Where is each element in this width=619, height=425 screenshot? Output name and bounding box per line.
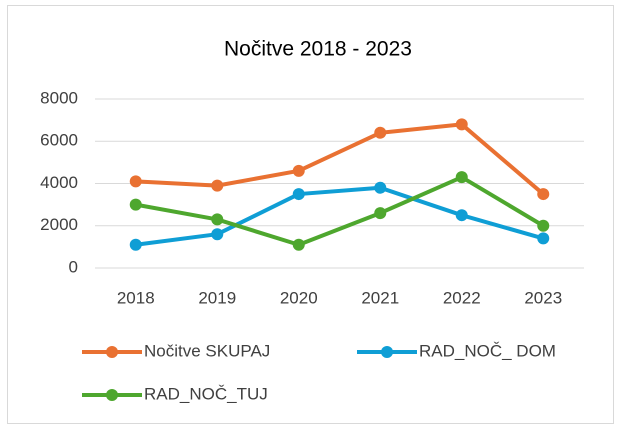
data-point	[537, 232, 550, 245]
x-tick-label: 2021	[361, 288, 399, 307]
data-point	[292, 164, 305, 177]
legend-marker	[106, 346, 118, 358]
legend-label: RAD_NOČ_TUJ	[144, 384, 268, 403]
y-tick-label: 4000	[40, 173, 78, 192]
data-point	[129, 175, 142, 188]
chart-title: Nočitve 2018 - 2023	[224, 38, 412, 61]
data-point	[211, 228, 224, 241]
data-point	[537, 219, 550, 232]
data-point	[211, 213, 224, 226]
data-point	[374, 126, 387, 139]
series-line	[135, 122, 545, 196]
y-tick-label: 6000	[40, 131, 78, 150]
series-line	[135, 175, 545, 247]
legend-marker	[381, 346, 393, 358]
legend-label: Nočitve SKUPAJ	[144, 341, 270, 360]
y-tick-label: 2000	[40, 215, 78, 234]
data-point	[129, 238, 142, 251]
x-tick-label: 2022	[443, 288, 481, 307]
x-tick-label: 2019	[198, 288, 236, 307]
y-tick-label: 8000	[40, 88, 78, 107]
data-point	[292, 188, 305, 201]
data-point	[211, 179, 224, 192]
legend-marker	[106, 389, 118, 401]
legend-label: RAD_NOČ_ DOM	[419, 341, 556, 360]
data-point	[374, 207, 387, 220]
data-point	[455, 209, 468, 222]
data-point	[455, 118, 468, 131]
data-point	[455, 171, 468, 184]
data-point	[374, 181, 387, 194]
x-tick-label: 2020	[280, 288, 318, 307]
x-tick-label: 2018	[117, 288, 155, 307]
y-tick-label: 0	[69, 257, 78, 276]
x-tick-label: 2023	[524, 288, 562, 307]
data-point	[129, 198, 142, 211]
data-point	[292, 238, 305, 251]
data-point	[537, 188, 550, 201]
series-line	[135, 185, 544, 247]
